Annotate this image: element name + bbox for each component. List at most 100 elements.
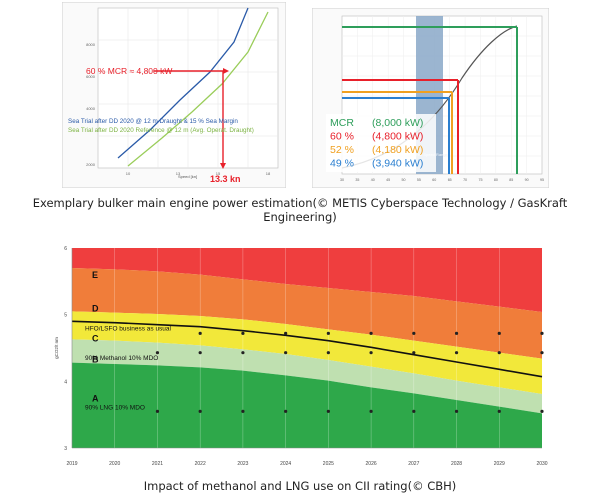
scenario-marker [540,351,544,355]
x-tick-label: 40 [371,178,375,182]
scenario-marker [454,351,459,355]
legend-series-2: Sea Trial after DD 2020 Reference @ 12 m… [68,127,254,134]
y-tick-label: 4000 [86,106,96,111]
power-estimation-svg: 10 13 15 18 8000 6000 4000 2000 60 % MCR ≈ 4,80… [61,1,287,189]
speed-arrowhead [220,163,226,169]
legend-pct: MCR [330,117,354,129]
legend-kw: (3,940 kW) [372,158,423,170]
y-tick-label: 3 [64,446,67,452]
scenario-marker [284,351,288,355]
x-tick-label: 2023 [237,461,248,467]
x-tick-label: 85 [509,178,513,182]
scenario-marker [241,331,245,335]
curve-sea-trial-15-margin [117,7,249,159]
band-label-b: B [92,355,99,365]
legend-kw: (4,800 kW) [372,131,423,143]
speed-annotation: 13.3 kn [210,174,241,184]
scenario-marker [412,409,416,413]
legend-series-1: Sea Trial after DD 2020 @ 12 m Draught &… [68,118,238,125]
scenario-marker [454,409,459,413]
cii-band-d [72,268,542,359]
legend-pct: 52 % [330,144,354,156]
scenario-marker [497,351,501,355]
scenario-marker [284,331,288,335]
cii-rating-svg: E D C B A HFO/LSFO business as usual 90% Metha… [54,246,548,467]
x-tick-label: 80 [494,178,498,182]
propeller-curve-svg: Barred Speed Range 303540455055606570758… [311,7,550,189]
scenario-marker [326,351,330,355]
x-tick-label: 30 [340,178,344,182]
x-tick-label: 75 [478,178,482,182]
x-tick-label: 2020 [109,461,120,467]
x-tick-label: 2027 [408,461,419,467]
y-tick-label: 8000 [86,42,96,47]
caption-cii-rating: Impact of methanol and LNG use on CII ra… [143,479,457,493]
x-tick-label: 50 [402,178,406,182]
cii-band-e [72,248,542,312]
x-tick-label: 2021 [152,461,163,467]
band-label-c: C [92,333,99,343]
x-tick-label: 55 [417,178,421,182]
scenario-marker [454,331,459,335]
scenario-marker [369,351,373,355]
scenario-marker [540,409,544,413]
y-tick-label: 4 [64,379,67,385]
x-tick-label: 2019 [66,461,77,467]
scenario-marker [412,351,416,355]
cii-rating-chart: E D C B A HFO/LSFO business as usual 90% Metha… [50,238,550,474]
cii-band-c [72,311,542,394]
mcr-annotation: 60 % MCR ≈ 4,800 kW [86,66,172,76]
x-tick-label: 60 [432,178,436,182]
power-estimation-chart: 10 13 15 18 8000 6000 4000 2000 60 % MCR ≈ 4,80… [61,1,287,189]
band-label-d: D [92,303,99,313]
y-tick-label: 5 [64,313,67,319]
legend-kw: (8,000 kW) [372,117,423,129]
legend-kw: (4,180 kW) [372,144,423,156]
propeller-curve-chart: Barred Speed Range 303540455055606570758… [311,7,550,189]
x-tick-label: 2029 [494,461,505,467]
scenario-marker [326,409,330,413]
x-tick-label: 2028 [451,461,462,467]
x-tick-label: 35 [355,178,359,182]
scenario-marker [540,331,544,335]
x-tick-label: 2026 [366,461,377,467]
scenario-marker [497,331,501,335]
legend-box [326,114,436,172]
cii-band-a [72,362,542,448]
x-tick-label: 2030 [536,461,547,467]
scenario-marker [198,331,202,335]
band-label-e: E [92,270,98,280]
scenario-marker [369,331,373,335]
scenario-marker [155,351,160,355]
x-tick-label: 15 [216,171,221,176]
y-tick-label: 2000 [86,162,96,167]
mcr-arrowhead [223,68,229,74]
scenario-marker [198,351,202,355]
scenario-marker [284,409,288,413]
x-tick-label: 45 [386,178,390,182]
x-tick-label: 2025 [323,461,334,467]
y-tick-label: 6000 [86,74,96,79]
x-tick-label: 18 [266,171,271,176]
legend-pct: 49 % [330,158,354,170]
band-label-a: A [92,393,99,403]
scenario-marker [241,409,245,413]
scenario-marker [198,409,202,413]
scenario-marker [241,351,245,355]
scenario-marker [412,331,416,335]
x-tick-label: 13 [176,171,181,176]
scenario-marker [326,331,330,335]
x-tick-label: 2022 [195,461,206,467]
scenario-marker [497,409,501,413]
scenario-marker [369,409,373,413]
scenario-label: HFO/LSFO business as usual [85,326,172,333]
x-tick-label: 90 [525,178,529,182]
cii-band-b [72,339,542,414]
speed-axis-label: Speed [kn] [178,174,197,179]
scenario-marker [155,409,160,413]
scenario-label: 90% LNG 10% MDO [85,404,145,411]
y-tick-label: 6 [64,246,67,252]
hfo-bau-line [71,320,543,378]
legend-pct: 60 % [330,131,354,143]
x-tick-label: 95 [540,178,544,182]
